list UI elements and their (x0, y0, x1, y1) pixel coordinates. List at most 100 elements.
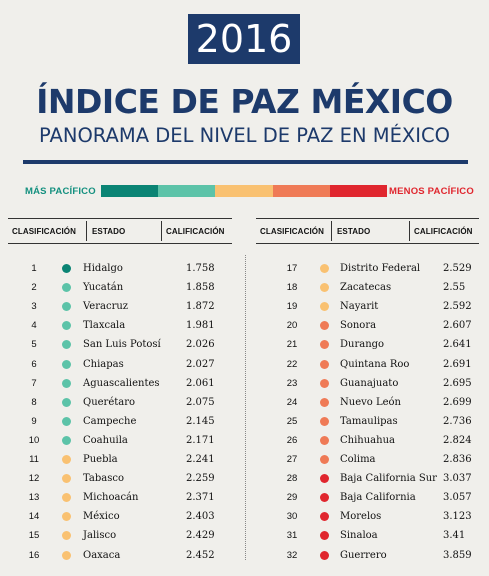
row-rank: 9 (31, 415, 37, 427)
row-score: 2.836 (443, 454, 472, 465)
row-state: Chihuahua (340, 434, 395, 446)
row-state: México (83, 511, 120, 523)
row-score: 2.027 (186, 358, 215, 370)
row-state: Baja California Sur (340, 473, 437, 485)
row-score: 2.429 (186, 530, 215, 542)
row-rank: 11 (29, 454, 39, 465)
table-row: 28 Baja California Sur 3.037 (256, 470, 479, 488)
row-score: 2.061 (186, 377, 215, 389)
scale-segment-2 (158, 185, 216, 197)
peace-level-dot-icon (62, 531, 71, 541)
row-rank: 18 (286, 282, 298, 294)
page-title: ÍNDICE DE PAZ MÉXICO (36, 82, 453, 121)
peace-level-dot-icon (320, 531, 329, 541)
table-row: 19 Nayarit 2.592 (256, 298, 479, 316)
row-score: 2.529 (443, 263, 472, 274)
table-row: 5 San Luis Potosí 2.026 (8, 336, 232, 354)
row-score: 2.403 (186, 511, 215, 523)
peace-level-dot-icon (62, 397, 71, 407)
row-state: Michoacán (83, 492, 139, 504)
peace-level-dot-icon (320, 455, 329, 464)
peace-level-dot-icon (62, 359, 71, 369)
row-state: Puebla (83, 454, 118, 465)
table-row: 1 Hidalgo 1.758 (8, 260, 232, 278)
row-state: Colima (340, 454, 376, 465)
peace-level-dot-icon (62, 416, 71, 426)
peace-level-dot-icon (62, 474, 71, 484)
table-row: 18 Zacatecas 2.55 (256, 279, 479, 297)
peace-level-dot-icon (320, 435, 329, 445)
row-score: 2.607 (443, 320, 472, 332)
row-score: 1.758 (186, 263, 215, 274)
row-rank: 23 (286, 377, 298, 389)
row-rank: 19 (286, 301, 298, 313)
row-score: 2.171 (186, 434, 215, 446)
row-score: 2.736 (443, 415, 472, 427)
row-rank: 16 (28, 549, 40, 561)
row-score: 2.241 (186, 454, 215, 465)
table-row: 12 Tabasco 2.259 (8, 470, 232, 488)
table-row: 20 Sonora 2.607 (256, 317, 479, 335)
header-state: ESTADO (337, 227, 371, 236)
peace-level-dot-icon (62, 512, 71, 522)
row-score: 2.641 (443, 339, 472, 351)
header-rank: CLASIFICACIÓN (12, 227, 76, 236)
peace-level-dot-icon (62, 264, 71, 273)
row-state: Jalisco (83, 530, 117, 542)
row-rank: 21 (286, 339, 298, 351)
legend-most-peaceful: MÁS PACÍFICO (25, 186, 96, 197)
row-rank: 2 (31, 282, 37, 294)
peace-level-dot-icon (320, 493, 329, 503)
peace-level-dot-icon (320, 264, 329, 273)
peace-level-dot-icon (320, 359, 329, 369)
peace-level-dot-icon (320, 512, 329, 522)
table-row: 21 Durango 2.641 (256, 336, 479, 354)
header-separator (86, 221, 87, 241)
row-state: Oaxaca (83, 549, 121, 561)
row-state: Tabasco (83, 473, 124, 485)
page-subtitle: PANORAMA DEL NIVEL DE PAZ EN MÉXICO (39, 124, 450, 147)
row-state: Baja California (340, 492, 416, 504)
row-state: Aguascalientes (83, 377, 160, 389)
row-rank: 14 (28, 511, 40, 523)
row-score: 3.057 (443, 492, 472, 504)
row-score: 2.699 (443, 396, 472, 408)
table-row: 11 Puebla 2.241 (8, 451, 232, 469)
row-score: 2.695 (443, 377, 472, 389)
row-score: 3.41 (443, 530, 466, 542)
peace-level-dot-icon (62, 493, 71, 503)
row-rank: 24 (286, 396, 298, 408)
row-rank: 13 (28, 492, 40, 504)
peace-level-dot-icon (62, 455, 71, 464)
table-header: CLASIFICACIÓN ESTADO CALIFICACIÓN (256, 218, 479, 244)
ranking-table-right: CLASIFICACIÓN ESTADO CALIFICACIÓN 17 Dist… (256, 218, 479, 561)
peace-level-dot-icon (62, 340, 71, 350)
row-rank: 22 (286, 358, 298, 370)
header-separator (409, 221, 410, 241)
table-row: 17 Distrito Federal 2.529 (256, 260, 479, 278)
table-row: 27 Colima 2.836 (256, 451, 479, 469)
table-row: 13 Michoacán 2.371 (8, 489, 232, 507)
ranking-table-left: CLASIFICACIÓN ESTADO CALIFICACIÓN 1 Hidal… (8, 218, 232, 561)
header-score: CALIFICACIÓN (414, 227, 473, 236)
row-rank: 28 (286, 473, 298, 485)
peace-color-scale (101, 185, 388, 197)
row-rank: 15 (28, 530, 40, 542)
table-row: 4 Tlaxcala 1.981 (8, 317, 232, 335)
year-badge: 2016 (188, 14, 300, 64)
table-row: 7 Aguascalientes 2.061 (8, 375, 232, 393)
scale-segment-1 (101, 185, 159, 197)
table-row: 24 Nuevo León 2.699 (256, 394, 479, 412)
table-row: 30 Morelos 3.123 (256, 508, 479, 526)
header-rank: CLASIFICACIÓN (260, 227, 324, 236)
row-state: Veracruz (83, 301, 129, 313)
table-row: 2 Yucatán 1.858 (8, 279, 232, 297)
row-state: Guerrero (340, 549, 387, 561)
table-header: CLASIFICACIÓN ESTADO CALIFICACIÓN (8, 218, 232, 244)
row-rank: 26 (286, 434, 298, 446)
row-state: Tamaulipas (340, 415, 398, 427)
row-score: 3.123 (443, 511, 472, 523)
peace-level-dot-icon (320, 416, 329, 426)
table-row: 26 Chihuahua 2.824 (256, 432, 479, 450)
legend-least-peaceful: MENOS PACÍFICO (389, 186, 474, 197)
